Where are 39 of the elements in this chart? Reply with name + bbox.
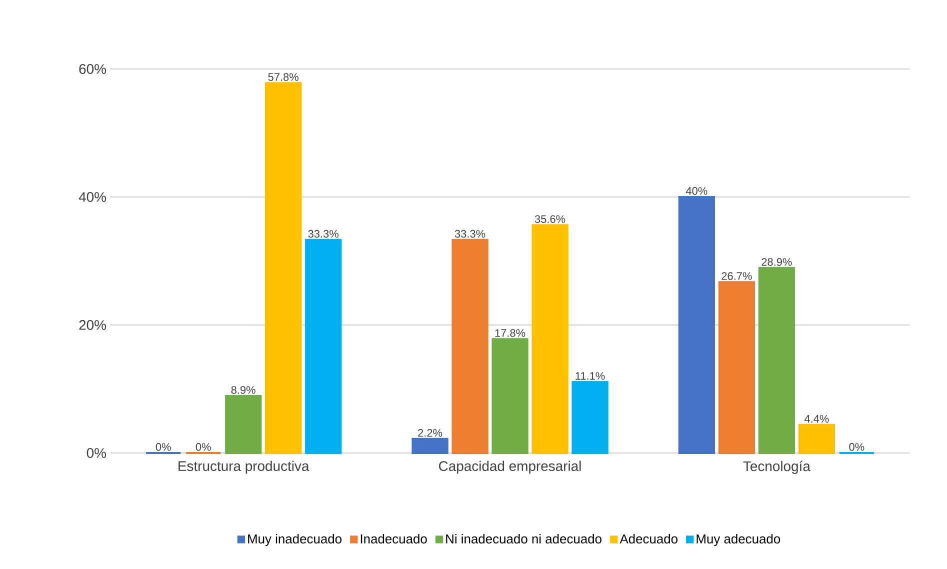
y-tick-label: 60% xyxy=(79,64,106,74)
data-label: 0% xyxy=(849,443,864,451)
data-label: 33.3% xyxy=(308,230,338,238)
x-tick-label: Tecnología xyxy=(743,460,810,474)
data-label: 28.9% xyxy=(762,258,792,266)
y-tick-label: 20% xyxy=(79,320,106,330)
x-tick-label: Capacidad empresarial xyxy=(438,460,581,474)
bar xyxy=(572,380,608,454)
data-label: 8.9% xyxy=(231,386,256,394)
data-label: 26.7% xyxy=(722,272,752,280)
data-label: 0% xyxy=(156,443,171,451)
data-label: 4.4% xyxy=(804,414,829,423)
legend-label: Adecuado xyxy=(620,534,678,544)
data-label: 40% xyxy=(686,187,708,195)
data-label: 11.1% xyxy=(576,372,605,380)
bar xyxy=(492,338,528,454)
legend-label: Muy adecuado xyxy=(696,534,780,546)
bar xyxy=(678,196,716,454)
legend-label: Inadecuado xyxy=(360,534,427,544)
bar xyxy=(718,281,756,454)
data-label: 33.3% xyxy=(454,230,486,238)
data-label: 2.2% xyxy=(418,429,442,437)
legend-label: Ni inadecuado ni adecuado xyxy=(446,534,602,544)
bar xyxy=(798,424,836,454)
data-label: 0% xyxy=(196,443,211,451)
bar xyxy=(305,238,342,454)
data-label: 17.8% xyxy=(495,329,526,337)
bar xyxy=(758,267,796,454)
bar xyxy=(452,238,488,454)
data-label: 57.8% xyxy=(268,73,298,81)
legend-label: Muy inadecuado xyxy=(248,534,342,546)
y-tick-label: 40% xyxy=(78,192,106,202)
bar xyxy=(412,438,448,454)
data-label: 35.6% xyxy=(534,215,566,223)
bar xyxy=(532,224,568,454)
y-tick-label: 0% xyxy=(86,448,106,458)
x-tick-label: Estructura productiva xyxy=(178,460,310,474)
bar xyxy=(265,82,302,454)
bar xyxy=(225,395,262,454)
